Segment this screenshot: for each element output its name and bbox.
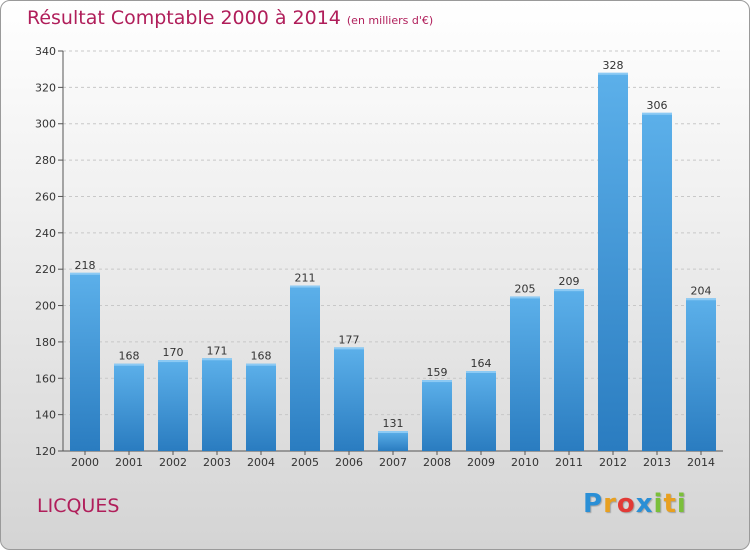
bar	[466, 371, 496, 451]
bar	[554, 289, 584, 451]
y-tick-label: 280	[35, 154, 56, 167]
x-tick-label: 2005	[291, 456, 319, 469]
x-tick-label: 2011	[555, 456, 583, 469]
y-tick-label: 220	[35, 263, 56, 276]
data-label: 168	[251, 350, 272, 363]
chart-title-text: Résultat Comptable 2000 à 2014	[27, 7, 341, 29]
bar-highlight	[202, 358, 232, 361]
bar-highlight	[158, 360, 188, 363]
logo-letter: r	[603, 489, 617, 519]
bar	[70, 272, 100, 451]
data-label: 209	[559, 275, 580, 288]
data-label: 328	[603, 59, 624, 72]
data-label: 218	[75, 259, 96, 272]
data-label: 171	[207, 344, 228, 357]
bar-highlight	[114, 363, 144, 366]
data-label: 164	[471, 357, 492, 370]
x-tick-label: 2014	[687, 456, 715, 469]
bar	[422, 380, 452, 451]
y-tick-label: 340	[35, 45, 56, 58]
bar	[642, 112, 672, 452]
bar-highlight	[246, 363, 276, 366]
bar-highlight	[642, 112, 672, 115]
y-tick-label: 160	[35, 372, 56, 385]
bar	[246, 363, 276, 451]
logo-letter: o	[616, 489, 636, 519]
bar-highlight	[510, 296, 540, 299]
y-tick-label: 200	[35, 300, 56, 313]
logo-letter: P	[583, 489, 604, 519]
data-label: 131	[383, 417, 404, 430]
data-label: 170	[163, 346, 184, 359]
bar-highlight	[290, 285, 320, 288]
logo-letter: i	[676, 489, 687, 519]
x-tick-label: 2004	[247, 456, 275, 469]
bar	[510, 296, 540, 451]
bar-highlight	[422, 380, 452, 383]
bar	[378, 431, 408, 451]
logo-letter: i	[653, 489, 664, 519]
x-tick-label: 2010	[511, 456, 539, 469]
data-label: 204	[691, 284, 712, 297]
y-tick-label: 180	[35, 336, 56, 349]
bar	[158, 360, 188, 451]
data-label: 205	[515, 282, 536, 295]
x-tick-label: 2000	[71, 456, 99, 469]
bar-highlight	[686, 298, 716, 301]
data-label: 159	[427, 366, 448, 379]
x-tick-label: 2001	[115, 456, 143, 469]
bar-highlight	[70, 272, 100, 275]
bar	[290, 285, 320, 451]
x-tick-label: 2008	[423, 456, 451, 469]
bar	[598, 72, 628, 452]
data-label: 168	[119, 350, 140, 363]
y-tick-label: 140	[35, 409, 56, 422]
logo-letter: x	[635, 489, 654, 519]
bar	[334, 347, 364, 451]
bar	[114, 363, 144, 451]
proxiti-logo: Proxiti	[583, 489, 687, 519]
labels: 120 140 160 180 200 220 240 260 280 300 320 340 2000…	[35, 45, 715, 469]
chart-title: Résultat Comptable 2000 à 2014 (en millie…	[27, 7, 433, 29]
x-tick-label: 2012	[599, 456, 627, 469]
y-tick-label: 320	[35, 81, 56, 94]
logo-letter: t	[663, 489, 677, 519]
bars	[70, 72, 716, 452]
commune-name: LICQUES	[37, 495, 120, 517]
chart-unit-label: (en milliers d'€)	[346, 14, 434, 27]
y-tick-label: 120	[35, 445, 56, 458]
data-label: 211	[295, 272, 316, 285]
x-tick-label: 2009	[467, 456, 495, 469]
x-tick-label: 2007	[379, 456, 407, 469]
y-tick-label: 300	[35, 118, 56, 131]
bar	[686, 298, 716, 451]
data-label: 177	[339, 333, 360, 346]
x-tick-label: 2013	[643, 456, 671, 469]
x-tick-label: 2006	[335, 456, 363, 469]
bar-highlight	[554, 289, 584, 292]
y-tick-label: 260	[35, 190, 56, 203]
bar-highlight	[334, 347, 364, 350]
bar-highlight	[378, 431, 408, 433]
bar-highlight	[598, 72, 628, 75]
bar-highlight	[466, 371, 496, 373]
data-label: 306	[647, 99, 668, 112]
bar	[202, 358, 232, 451]
x-tick-label: 2002	[159, 456, 187, 469]
y-tick-label: 240	[35, 227, 56, 240]
x-tick-label: 2003	[203, 456, 231, 469]
